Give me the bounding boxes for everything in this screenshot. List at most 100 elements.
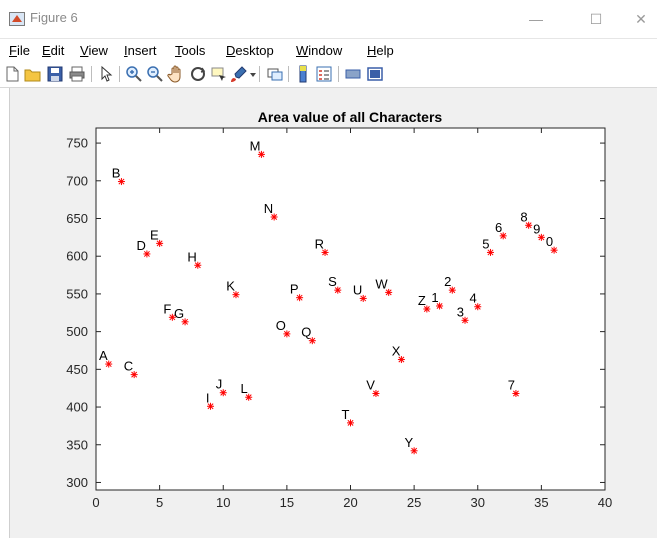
point-label-3: 3 — [457, 304, 464, 319]
save-icon[interactable] — [46, 65, 64, 83]
point-label-X: X — [392, 344, 401, 359]
print-icon[interactable] — [68, 65, 86, 83]
hide-plot-tools-icon[interactable] — [344, 65, 362, 83]
y-tick-label: 500 — [66, 324, 88, 339]
data-point-0[interactable] — [550, 246, 558, 254]
menu-insert[interactable]: Insert — [124, 43, 157, 58]
data-point-K[interactable] — [232, 291, 240, 299]
pointer-icon[interactable] — [97, 65, 115, 83]
data-point-3[interactable] — [461, 316, 469, 324]
open-file-icon[interactable] — [24, 65, 42, 83]
point-label-Z: Z — [418, 293, 426, 308]
point-label-L: L — [240, 381, 247, 396]
data-point-7[interactable] — [512, 389, 520, 397]
point-label-R: R — [315, 236, 324, 251]
data-point-6[interactable] — [499, 232, 507, 240]
data-point-H[interactable] — [194, 261, 202, 269]
data-point-G[interactable] — [181, 318, 189, 326]
plot-area[interactable] — [95, 127, 606, 491]
data-point-5[interactable] — [486, 248, 494, 256]
point-label-U: U — [353, 282, 362, 297]
data-point-M[interactable] — [257, 150, 265, 158]
legend-icon[interactable] — [315, 65, 333, 83]
data-point-X[interactable] — [397, 356, 405, 364]
y-tick-label: 400 — [66, 400, 88, 415]
maximize-button[interactable]: ☐ — [589, 11, 603, 27]
toolbar-separator — [288, 66, 289, 82]
brush-dropdown-icon[interactable] — [249, 65, 257, 83]
data-point-O[interactable] — [283, 330, 291, 338]
brush-icon[interactable] — [230, 65, 248, 83]
title-bar: Figure 6 — ☐ ✕ — [0, 0, 657, 39]
zoom-in-icon[interactable] — [125, 65, 143, 83]
point-label-J: J — [216, 377, 223, 392]
link-plot-icon[interactable] — [266, 65, 284, 83]
data-point-W[interactable] — [385, 288, 393, 296]
point-label-6: 6 — [495, 220, 502, 235]
pan-icon[interactable] — [167, 65, 185, 83]
toolbar-separator — [259, 66, 260, 82]
data-point-9[interactable] — [537, 233, 545, 241]
data-point-I[interactable] — [207, 402, 215, 410]
menu-view[interactable]: View — [80, 43, 108, 58]
minimize-button[interactable]: — — [529, 11, 543, 27]
data-point-C[interactable] — [130, 371, 138, 379]
data-point-Q[interactable] — [308, 337, 316, 345]
data-point-E[interactable] — [156, 239, 164, 247]
point-label-K: K — [226, 279, 235, 294]
point-label-I: I — [206, 390, 210, 405]
point-label-P: P — [290, 282, 299, 297]
close-button[interactable]: ✕ — [635, 11, 647, 27]
toolbar-separator — [91, 66, 92, 82]
menu-file[interactable]: File — [9, 43, 30, 58]
colorbar-icon[interactable] — [294, 65, 312, 83]
x-tick-label: 15 — [280, 495, 294, 510]
data-point-J[interactable] — [219, 389, 227, 397]
point-label-4: 4 — [470, 291, 477, 306]
data-point-L[interactable] — [245, 393, 253, 401]
data-point-B[interactable] — [117, 178, 125, 186]
data-point-1[interactable] — [436, 302, 444, 310]
data-cursor-icon[interactable] — [210, 65, 228, 83]
new-figure-icon[interactable] — [3, 65, 21, 83]
show-plot-tools-icon[interactable] — [366, 65, 384, 83]
data-point-2[interactable] — [448, 286, 456, 294]
x-tick-label: 20 — [343, 495, 357, 510]
x-tick-label: 0 — [92, 495, 99, 510]
toolbar — [0, 61, 657, 88]
point-label-Y: Y — [404, 435, 413, 450]
data-point-R[interactable] — [321, 248, 329, 256]
data-point-F[interactable] — [168, 313, 176, 321]
menu-edit[interactable]: Edit — [42, 43, 65, 58]
y-tick-label: 550 — [66, 286, 88, 301]
data-point-Y[interactable] — [410, 447, 418, 455]
data-point-U[interactable] — [359, 294, 367, 302]
data-point-4[interactable] — [474, 303, 482, 311]
menu-help[interactable]: Help — [367, 43, 394, 58]
point-label-T: T — [342, 407, 350, 422]
data-point-D[interactable] — [143, 250, 151, 258]
point-label-M: M — [250, 138, 261, 153]
rotate-3d-icon[interactable] — [189, 65, 207, 83]
point-label-7: 7 — [508, 377, 515, 392]
point-label-D: D — [137, 238, 146, 253]
y-tick-label: 600 — [66, 249, 88, 264]
menu-window[interactable]: Window — [296, 43, 343, 58]
data-point-8[interactable] — [525, 221, 533, 229]
matlab-figure-icon — [9, 12, 25, 26]
data-point-N[interactable] — [270, 213, 278, 221]
data-point-Z[interactable] — [423, 305, 431, 313]
point-label-5: 5 — [482, 236, 489, 251]
point-label-8: 8 — [520, 209, 527, 224]
data-point-P[interactable] — [296, 294, 304, 302]
data-point-S[interactable] — [334, 286, 342, 294]
point-label-A: A — [99, 348, 108, 363]
data-point-V[interactable] — [372, 389, 380, 397]
data-point-A[interactable] — [105, 360, 113, 368]
menu-desktop[interactable]: Desktop — [226, 43, 274, 58]
point-label-0: 0 — [546, 234, 553, 249]
data-point-T[interactable] — [347, 419, 354, 427]
zoom-out-icon[interactable] — [146, 65, 164, 83]
menu-tools[interactable]: Tools — [175, 43, 206, 58]
